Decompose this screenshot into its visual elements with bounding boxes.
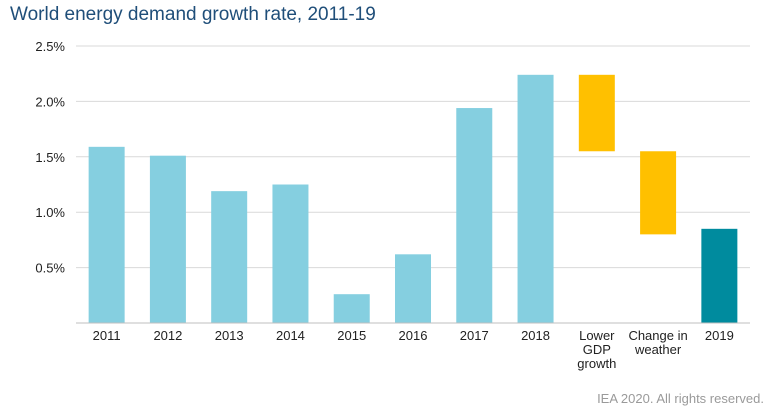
bar-change-in-weather xyxy=(640,151,677,235)
y-tick-label: 2.5% xyxy=(35,39,65,54)
x-tick-label: growth xyxy=(577,356,616,371)
x-tick-label: 2011 xyxy=(93,328,121,343)
x-tick-label: 2019 xyxy=(705,328,734,343)
x-tick-label: GDP xyxy=(583,342,611,357)
bar-2017 xyxy=(456,108,493,323)
y-axis-tick-labels: 0.5% 1.0% 1.5% 2.0% 2.5% xyxy=(35,39,65,276)
y-tick-label: 2.0% xyxy=(35,94,65,109)
chart-title: World energy demand growth rate, 2011-19 xyxy=(10,4,376,25)
x-tick-label: 2012 xyxy=(153,328,182,343)
x-tick-label: weather xyxy=(634,342,682,357)
x-tick-label: Lower xyxy=(579,328,615,343)
bar-2019 xyxy=(701,228,738,323)
x-axis-tick-labels: 2011 2012 2013 2014 2015 2016 2017 2018 LowerGDP… xyxy=(93,328,734,371)
x-tick-label: 2016 xyxy=(399,328,428,343)
y-tick-label: 1.5% xyxy=(35,150,65,165)
bar-2018 xyxy=(517,74,554,323)
x-tick-label: 2015 xyxy=(337,328,366,343)
bar-2012 xyxy=(149,155,186,323)
bar-2011 xyxy=(88,146,125,323)
x-tick-label: Change in xyxy=(628,328,687,343)
x-tick-label: 2018 xyxy=(521,328,550,343)
bar-lower-gdp-growth xyxy=(578,74,615,152)
x-tick-label: 2017 xyxy=(460,328,489,343)
bar-2015 xyxy=(333,294,370,323)
bar-2014 xyxy=(272,184,309,323)
bar-2013 xyxy=(211,191,248,323)
x-tick-label: 2013 xyxy=(215,328,244,343)
x-tick-label: 2014 xyxy=(276,328,305,343)
bars xyxy=(88,74,738,323)
y-tick-label: 0.5% xyxy=(35,261,65,276)
bar-2016 xyxy=(395,254,431,323)
copyright-credit: IEA 2020. All rights reserved. xyxy=(597,391,764,406)
y-tick-label: 1.0% xyxy=(35,205,65,220)
